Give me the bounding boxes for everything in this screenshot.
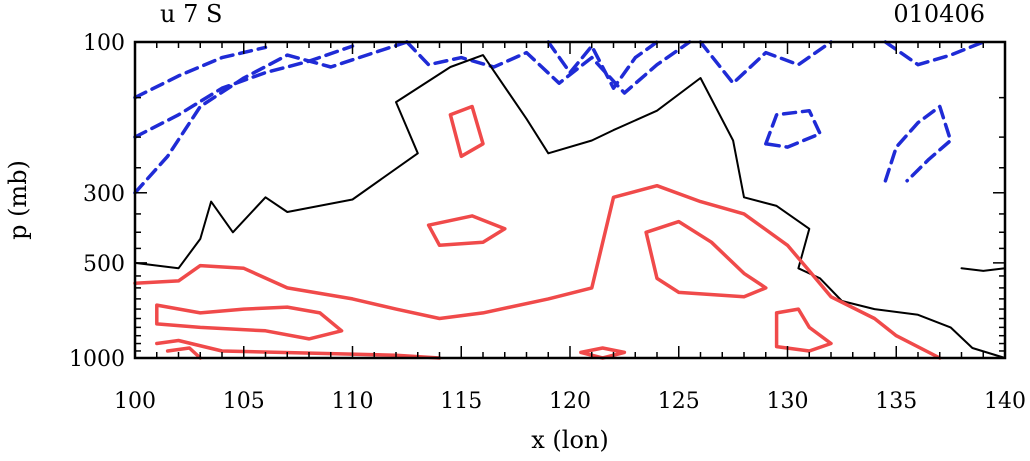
contour-positive-9 (579, 346, 627, 360)
contour-negative-6 (698, 40, 833, 85)
x-tick-label: 135 (875, 389, 917, 414)
contour-negative-1 (133, 40, 409, 195)
x-axis-label: x (lon) (531, 426, 608, 454)
x-tick-label: 130 (767, 389, 809, 414)
x-tick-label: 120 (549, 389, 591, 414)
contour-positive-6 (426, 214, 507, 248)
y-tick-label: 300 (83, 182, 125, 207)
y-tick-label: 1000 (69, 347, 125, 372)
contour-negative-2 (133, 44, 355, 139)
x-tick-label: 100 (114, 389, 156, 414)
title-right: 010406 (893, 0, 985, 28)
contour-negative-4 (405, 40, 692, 95)
contour-negative-5 (546, 40, 659, 90)
x-tick-label: 125 (658, 389, 700, 414)
title-left: u 7 S (160, 0, 222, 28)
contour-positive-5 (448, 104, 485, 159)
series-layer (133, 40, 1006, 360)
contour-zero-1 (134, 54, 1006, 359)
y-tick-label: 100 (83, 31, 125, 56)
contour-positive-2 (155, 303, 344, 341)
label-layer: 100 105 110 115 120 125 130 135 140 100 300 500 1000 (69, 31, 1026, 414)
plot-frame (133, 40, 1007, 360)
contour-negative-3 (133, 45, 268, 100)
contour-negative-9 (764, 108, 822, 149)
contour-positive-1 (133, 183, 942, 360)
contour-positive-8 (774, 307, 833, 353)
y-axis-label: p (mb) (4, 160, 32, 240)
contour-negative-7 (883, 40, 986, 67)
x-tick-label: 105 (223, 389, 265, 414)
contour-positive-7 (644, 219, 768, 299)
contour-zero-2 (960, 267, 1006, 272)
x-tick-label: 115 (440, 389, 482, 414)
contour-positive-4 (165, 346, 203, 360)
contour-positive-3 (155, 338, 442, 360)
x-tick-label: 110 (332, 389, 374, 414)
tick-layer (134, 41, 1006, 359)
x-tick-label: 140 (984, 389, 1026, 414)
contour-negative-8 (883, 104, 953, 183)
y-tick-label: 500 (83, 252, 125, 277)
